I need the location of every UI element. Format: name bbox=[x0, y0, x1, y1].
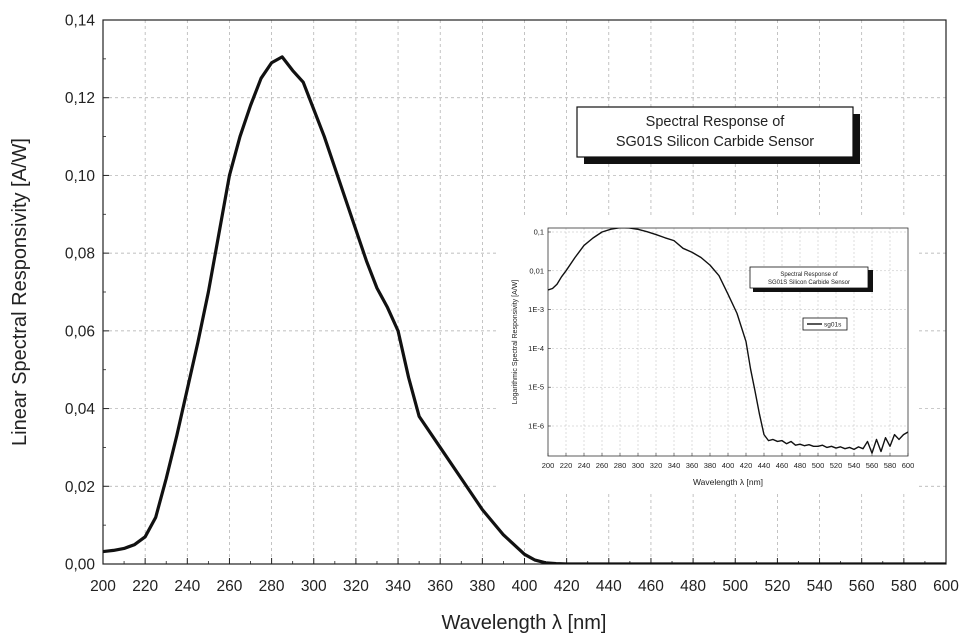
inset-y-tick-label: 1E-5 bbox=[528, 383, 544, 392]
main-x-tick-label: 260 bbox=[217, 578, 243, 595]
inset-legend: sg01s bbox=[802, 317, 848, 331]
inset-y-axis-label: Logarithmic Spectral Responsivity [A/W] bbox=[512, 280, 519, 405]
inset-x-tick-label: 500 bbox=[812, 461, 825, 470]
inset-ticks bbox=[547, 231, 909, 456]
main-x-tick-label: 560 bbox=[849, 578, 875, 595]
inset-x-tick-label: 440 bbox=[758, 461, 771, 470]
main-y-tick-label: 0,06 bbox=[65, 323, 95, 340]
main-y-tick-label: 0,10 bbox=[65, 168, 96, 185]
main-x-tick-label: 380 bbox=[469, 578, 495, 595]
inset-x-tick-labels: 200 220 240 260 280 300 320 340 360 380 400 420 440 4… bbox=[542, 461, 915, 470]
main-y-tick-label: 0,08 bbox=[65, 246, 95, 263]
main-title-line-2: SG01S Silicon Carbide Sensor bbox=[616, 134, 814, 150]
inset-x-tick-label: 280 bbox=[614, 461, 627, 470]
main-y-tick-label: 0,02 bbox=[65, 479, 95, 496]
inset-x-tick-label: 580 bbox=[884, 461, 897, 470]
inset-background bbox=[498, 218, 918, 493]
inset-x-tick-label: 360 bbox=[686, 461, 699, 470]
inset-x-tick-label: 340 bbox=[668, 461, 681, 470]
inset-legend-label: sg01s bbox=[824, 322, 842, 329]
main-x-tick-label: 520 bbox=[764, 578, 790, 595]
inset-x-tick-label: 540 bbox=[848, 461, 861, 470]
inset-x-tick-label: 520 bbox=[830, 461, 843, 470]
inset-x-tick-label: 560 bbox=[866, 461, 879, 470]
main-x-tick-label: 320 bbox=[343, 578, 369, 595]
main-series-line bbox=[103, 55, 946, 564]
inset-x-tick-label: 460 bbox=[776, 461, 789, 470]
main-x-tick-label: 460 bbox=[638, 578, 664, 595]
inset-x-tick-label: 240 bbox=[578, 461, 591, 470]
inset-chart: 200 220 240 260 280 300 320 340 360 380 400 420 440 4… bbox=[498, 218, 918, 493]
inset-y-tick-label: 1E-3 bbox=[528, 305, 544, 314]
main-x-tick-label: 600 bbox=[933, 578, 959, 595]
inset-x-tick-label: 400 bbox=[722, 461, 735, 470]
main-x-tick-label: 220 bbox=[132, 578, 158, 595]
main-x-tick-label: 280 bbox=[259, 578, 285, 595]
inset-y-tick-label: 0,1 bbox=[534, 228, 544, 237]
inset-x-tick-label: 260 bbox=[596, 461, 609, 470]
main-title-box: Spectral Response of SG01S Silicon Carbi… bbox=[576, 106, 860, 164]
inset-x-tick-label: 320 bbox=[650, 461, 663, 470]
main-x-tick-label: 440 bbox=[596, 578, 622, 595]
inset-x-tick-label: 220 bbox=[560, 461, 573, 470]
main-y-tick-label: 0,12 bbox=[65, 90, 95, 107]
main-x-tick-label: 340 bbox=[385, 578, 411, 595]
inset-title-box: Spectral Response of SG01S Silicon Carbi… bbox=[749, 266, 873, 292]
main-x-axis-label: Wavelength λ [nm] bbox=[442, 612, 607, 634]
inset-series-line bbox=[548, 228, 908, 454]
inset-x-tick-label: 600 bbox=[902, 461, 915, 470]
main-x-tick-label: 480 bbox=[680, 578, 706, 595]
main-y-tick-label: 0,04 bbox=[65, 401, 96, 418]
main-x-tick-label: 360 bbox=[427, 578, 453, 595]
inset-x-tick-label: 380 bbox=[704, 461, 717, 470]
inset-y-tick-label: 0,01 bbox=[529, 266, 544, 275]
main-x-tick-label: 200 bbox=[90, 578, 116, 595]
main-x-tick-labels: 200 220 240 260 280 300 320 340 360 380 400 420 440 4… bbox=[90, 578, 959, 595]
inset-y-tick-label: 1E-6 bbox=[528, 422, 544, 431]
inset-y-tick-label: 1E-4 bbox=[528, 344, 544, 353]
inset-x-tick-label: 200 bbox=[542, 461, 555, 470]
inset-y-tick-labels: 0,1 0,01 1E-3 1E-4 1E-5 1E-6 bbox=[528, 228, 544, 431]
main-x-tick-label: 580 bbox=[891, 578, 917, 595]
main-x-tick-label: 540 bbox=[807, 578, 833, 595]
main-x-tick-label: 240 bbox=[174, 578, 200, 595]
inset-x-tick-label: 420 bbox=[740, 461, 753, 470]
main-x-tick-label: 300 bbox=[301, 578, 327, 595]
inset-x-axis-label: Wavelength λ [nm] bbox=[693, 477, 763, 487]
inset-title-line-1: Spectral Response of bbox=[780, 272, 838, 278]
main-x-tick-label: 500 bbox=[722, 578, 748, 595]
main-y-tick-label: 0,14 bbox=[65, 13, 96, 30]
main-title-line-1: Spectral Response of bbox=[646, 114, 786, 130]
main-x-tick-label: 400 bbox=[512, 578, 538, 595]
inset-x-tick-label: 300 bbox=[632, 461, 645, 470]
main-y-tick-label: 0,00 bbox=[65, 557, 96, 574]
main-x-tick-label: 420 bbox=[554, 578, 580, 595]
main-y-axis-label: Linear Spectral Responsivity [A/W] bbox=[9, 138, 31, 446]
main-y-tick-labels: 0,00 0,02 0,04 0,06 0,08 0,10 0,12 0,14 bbox=[65, 13, 96, 574]
inset-title-line-2: SG01S Silicon Carbide Sensor bbox=[768, 280, 850, 286]
inset-x-tick-label: 480 bbox=[794, 461, 807, 470]
